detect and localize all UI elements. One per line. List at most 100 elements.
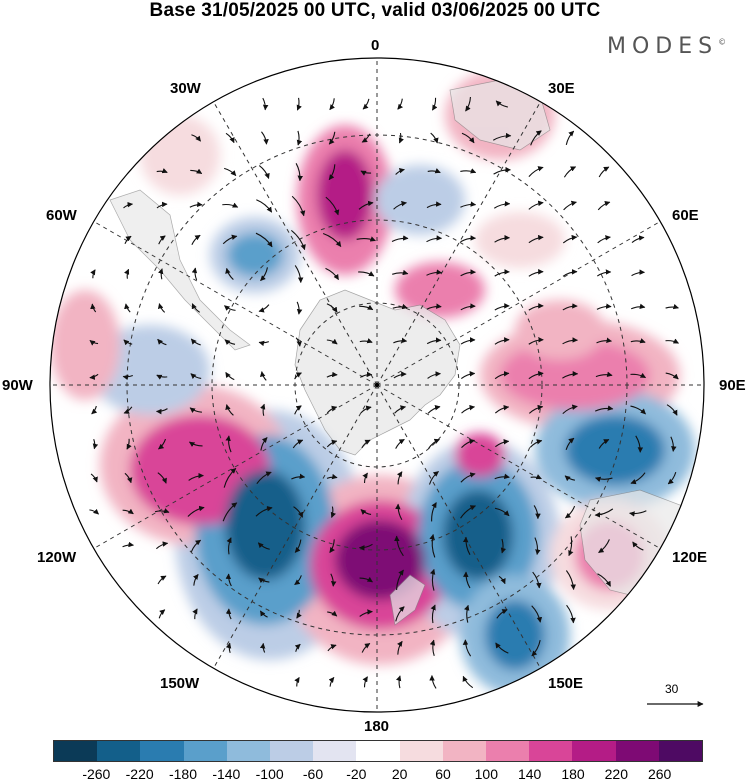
wind-arrow (531, 640, 541, 657)
landmasses (109, 79, 701, 626)
wind-arrow (594, 405, 614, 412)
wind-arrow (359, 338, 373, 344)
wind-arrow (89, 339, 99, 346)
wind-arrow (261, 131, 269, 145)
wind-arrow (123, 201, 134, 209)
lon-label-30e: 30E (548, 80, 575, 97)
wind-arrow (296, 609, 302, 619)
wind-arrow (292, 439, 304, 449)
wind-arrow (562, 269, 578, 277)
wind-arrow (157, 472, 167, 484)
wind-arrow (258, 304, 270, 313)
wind-arrow (598, 539, 610, 554)
wind-arrow (393, 371, 407, 379)
wind-arrow (356, 236, 376, 242)
colorbar-bin (183, 741, 227, 761)
colorbar-bin (313, 741, 357, 761)
wind-arrow (528, 200, 544, 210)
wind-arrow (191, 267, 198, 281)
wind-arrow (361, 642, 371, 653)
wind-arrow (157, 575, 167, 585)
meridian-line (213, 101, 378, 386)
wind-arrow (493, 200, 511, 209)
colorbar (53, 740, 703, 762)
meridians (50, 58, 704, 712)
meridian-line (376, 221, 661, 386)
wind-arrow (361, 133, 371, 143)
wind-arrow (429, 533, 436, 558)
wind-arrow (187, 505, 205, 517)
wind-arrow (225, 371, 235, 381)
colorbar-bin (97, 741, 141, 761)
wind-arrow (395, 438, 405, 449)
lon-label-90w: 90W (2, 377, 33, 394)
wind-arrow (595, 476, 613, 483)
wind-arrow (330, 506, 336, 518)
wind-arrow (296, 130, 303, 146)
wind-arrow (190, 338, 201, 346)
wind-arrow (258, 165, 270, 179)
wind-arrow (158, 438, 167, 450)
wind-arrow (493, 166, 511, 175)
wind-arrow (492, 132, 512, 141)
anomaly-blob (50, 290, 120, 400)
wind-arrow (630, 405, 646, 415)
anomaly-blob (225, 470, 305, 580)
wind-arrow (630, 303, 646, 310)
lon-label-90e: 90E (719, 377, 746, 394)
wind-arrow (295, 163, 304, 182)
wind-arrow (494, 235, 510, 243)
wind-arrow (494, 370, 510, 380)
wind-arrow (528, 404, 544, 414)
colorbar-bin (356, 741, 400, 761)
wind-arrow (495, 100, 508, 108)
colorbar-tick-label: 60 (435, 766, 451, 782)
wind-arrow (291, 195, 306, 217)
wind-arrow (665, 372, 679, 380)
wind-arrow (124, 268, 130, 279)
wind-arrow (330, 573, 337, 587)
colorbar-bin (615, 741, 659, 761)
wind-arrow (667, 471, 677, 485)
wind-arrow (295, 337, 302, 347)
wind-arrow (326, 303, 338, 313)
wind-arrow (260, 403, 266, 416)
wind-arrow (528, 234, 544, 244)
wind-arrow (192, 573, 199, 586)
wind-arrow (225, 132, 235, 144)
wind-arrow (596, 303, 612, 310)
wind-arrow (259, 610, 268, 618)
wind-arrow (260, 267, 268, 282)
wind-arrow (426, 235, 443, 243)
wind-arrow (192, 608, 198, 620)
wind-arrow (428, 438, 440, 449)
wind-arrow (460, 168, 477, 174)
wind-arrow (528, 269, 544, 277)
wind-arrow (326, 405, 338, 414)
brand-mark: © (718, 37, 727, 47)
anomaly-blob (475, 212, 565, 268)
wind-arrow (629, 510, 647, 517)
wind-arrow (256, 471, 272, 485)
wind-arrow (362, 472, 368, 483)
wind-arrow (597, 235, 611, 244)
wind-arrow (124, 303, 131, 313)
wind-arrow (429, 568, 436, 591)
wind-arrow (362, 98, 370, 110)
wind-arrow (530, 130, 542, 146)
colorbar-bin (529, 741, 573, 761)
wind-arrow (563, 200, 577, 211)
wind-arrow (670, 436, 677, 452)
wind-arrow (157, 338, 167, 346)
lon-label-0: 0 (371, 37, 380, 54)
colorbar-bin (442, 741, 487, 761)
wind-arrow (494, 473, 510, 480)
wind-arrow (394, 405, 406, 414)
wind-arrow (255, 232, 273, 248)
wind-arrow (360, 405, 372, 414)
colorbar-tick-label: 260 (647, 766, 672, 782)
lon-label-60e: 60E (672, 207, 699, 224)
wind-arrow (156, 374, 168, 380)
wind-arrow (426, 303, 442, 310)
anomaly-blob (335, 520, 425, 600)
